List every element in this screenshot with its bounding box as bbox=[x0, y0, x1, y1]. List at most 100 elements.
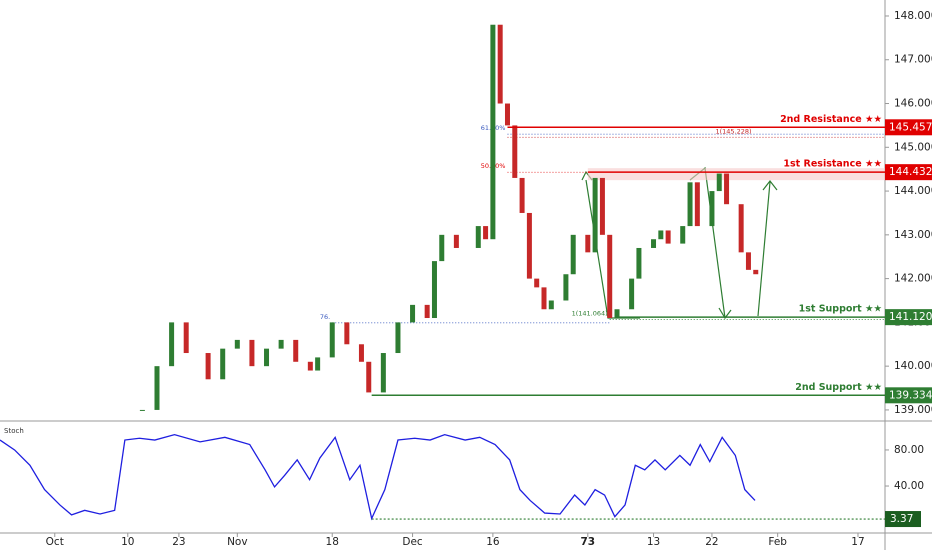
candle bbox=[548, 300, 554, 310]
stoch-line bbox=[0, 433, 756, 521]
candle bbox=[380, 353, 386, 393]
fib-label: 1(145.228) bbox=[715, 127, 751, 135]
candle bbox=[205, 353, 211, 380]
y-tick-label: 40.00 bbox=[894, 480, 924, 492]
candle bbox=[483, 226, 489, 240]
resistance-zone bbox=[587, 168, 885, 181]
x-tick-label: 22 bbox=[705, 536, 718, 548]
candle bbox=[599, 177, 605, 235]
candle bbox=[183, 322, 189, 354]
candle bbox=[716, 173, 722, 192]
level-price: 139.334 bbox=[889, 389, 932, 401]
candle bbox=[497, 24, 503, 104]
x-tick-label: 18 bbox=[326, 536, 339, 548]
y-tick-label: 143.000 bbox=[894, 229, 932, 241]
candle bbox=[329, 322, 335, 358]
candle bbox=[629, 278, 635, 310]
candle bbox=[636, 247, 642, 279]
x-tick-label: 16 bbox=[486, 536, 500, 548]
stoch-level-label: 3.37 bbox=[890, 513, 913, 525]
candle bbox=[694, 182, 700, 227]
level-price: 141.120 bbox=[889, 311, 932, 323]
candle bbox=[264, 348, 270, 367]
fib-label: 1(141.064) bbox=[572, 310, 608, 318]
x-tick-label: 10 bbox=[121, 536, 134, 548]
level-price: 144.432 bbox=[889, 166, 932, 178]
candle bbox=[687, 182, 693, 227]
y-tick-label: 148.000 bbox=[894, 10, 932, 22]
candle bbox=[395, 322, 401, 354]
candle bbox=[490, 24, 496, 240]
candle bbox=[234, 339, 240, 349]
x-tick-label: 17 bbox=[851, 536, 864, 548]
level-name: 1st Support ★★ bbox=[799, 304, 882, 315]
candle bbox=[614, 309, 620, 319]
y-tick-label: 144.000 bbox=[894, 185, 932, 197]
candle bbox=[424, 304, 430, 319]
candle bbox=[526, 212, 532, 279]
candle bbox=[519, 177, 525, 213]
candle bbox=[504, 103, 510, 126]
candle bbox=[753, 269, 759, 275]
level-price: 145.457 bbox=[889, 121, 932, 133]
candle bbox=[745, 252, 751, 270]
candle bbox=[709, 191, 715, 227]
x-tick-label: 73 bbox=[580, 536, 595, 548]
level-name: 2nd Resistance ★★ bbox=[780, 114, 882, 125]
candle bbox=[541, 287, 547, 310]
stoch-title: Stoch bbox=[4, 427, 24, 435]
candle bbox=[680, 226, 686, 244]
stoch-level-box bbox=[885, 511, 921, 528]
level-price-box bbox=[885, 387, 932, 404]
candle bbox=[358, 344, 364, 362]
candle bbox=[570, 234, 576, 275]
candle bbox=[607, 234, 613, 319]
level-name: 2nd Support ★★ bbox=[795, 382, 882, 393]
candle bbox=[410, 304, 416, 323]
candle bbox=[563, 274, 569, 301]
fib-label: 76. bbox=[320, 313, 330, 321]
candle bbox=[169, 322, 175, 367]
level-price-box bbox=[885, 309, 932, 326]
candle bbox=[431, 261, 437, 319]
candle bbox=[651, 239, 657, 248]
candle bbox=[592, 177, 598, 253]
candle bbox=[453, 234, 459, 248]
candle bbox=[139, 409, 145, 411]
y-tick-label: 142.000 bbox=[894, 273, 932, 285]
y-tick-label: 80.00 bbox=[894, 444, 924, 456]
candle bbox=[512, 125, 518, 178]
candle bbox=[439, 234, 445, 262]
candle bbox=[534, 278, 540, 288]
candle bbox=[307, 361, 313, 371]
candle bbox=[154, 366, 160, 410]
candle bbox=[220, 348, 226, 380]
candle bbox=[344, 322, 350, 345]
x-tick-label: 13 bbox=[647, 536, 660, 548]
x-tick-label: Feb bbox=[768, 536, 787, 548]
candle bbox=[658, 230, 664, 240]
candle bbox=[738, 204, 744, 253]
candle bbox=[315, 357, 321, 371]
level-price-box bbox=[885, 119, 932, 136]
y-tick-label: 139.000 bbox=[894, 404, 932, 416]
y-tick-label: 140.000 bbox=[894, 360, 932, 372]
x-tick-label: Oct bbox=[46, 536, 64, 548]
candle bbox=[724, 173, 730, 205]
y-tick-label: 146.000 bbox=[894, 98, 932, 110]
candle bbox=[665, 230, 671, 244]
y-tick-label: 147.000 bbox=[894, 54, 932, 66]
candle bbox=[278, 339, 284, 349]
candle bbox=[585, 234, 591, 253]
candle bbox=[293, 339, 299, 362]
candle bbox=[249, 339, 255, 367]
y-tick-label: 145.000 bbox=[894, 141, 932, 153]
x-tick-label: Dec bbox=[402, 536, 423, 548]
candle bbox=[475, 226, 481, 248]
x-tick-label: Nov bbox=[227, 536, 248, 548]
level-price-box bbox=[885, 164, 932, 181]
candle bbox=[366, 361, 372, 393]
x-tick-label: 23 bbox=[172, 536, 185, 548]
